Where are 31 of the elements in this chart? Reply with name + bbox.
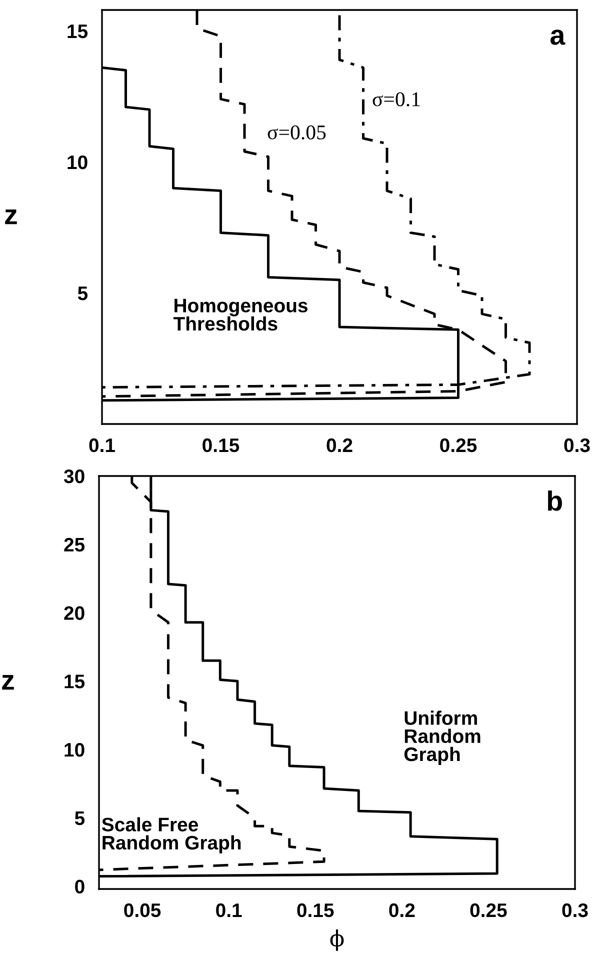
annotation: b (548, 490, 562, 511)
x-axis-title: ϕ (330, 929, 344, 951)
x-tick-label: 0.15 (297, 903, 334, 918)
x-tick-label: 0.2 (389, 903, 415, 918)
x-tick-label: 0.25 (440, 438, 477, 452)
x-tick-label: 0.2 (326, 438, 352, 452)
y-axis-title: z (2, 675, 14, 690)
annotation: a (550, 30, 566, 45)
y-tick-label: 15 (64, 674, 85, 688)
y-tick-label: 15 (68, 24, 88, 38)
series-label: σ=0.05 (268, 125, 326, 140)
x-tick-label: 0.3 (564, 438, 590, 452)
x-tick-label: 0.05 (124, 903, 161, 918)
y-tick-label: 10 (64, 742, 84, 757)
y-tick-label: 0 (75, 880, 84, 894)
y-tick-label: 5 (78, 286, 88, 300)
x-tick-label: 0.1 (89, 438, 115, 452)
x-tick-label: 0.1 (216, 903, 242, 918)
y-axis-title: z (5, 210, 17, 224)
series-label: Scale Free Random Graph (102, 817, 241, 854)
y-tick-label: 5 (74, 812, 85, 826)
y-tick-label: 30 (64, 469, 84, 484)
x-tick-label: 0.25 (470, 903, 507, 918)
series-label: Homogeneous Thresholds (173, 298, 308, 331)
x-tick-label: 0.3 (562, 903, 588, 918)
text: Uniform Random Graph (404, 710, 480, 766)
y-tick-label: 25 (64, 538, 85, 552)
y-tick-label: 10 (68, 155, 88, 170)
series-label: σ=0.1 (372, 92, 420, 106)
x-tick-label: 0.15 (202, 438, 240, 452)
y-tick-label: 20 (64, 606, 84, 620)
